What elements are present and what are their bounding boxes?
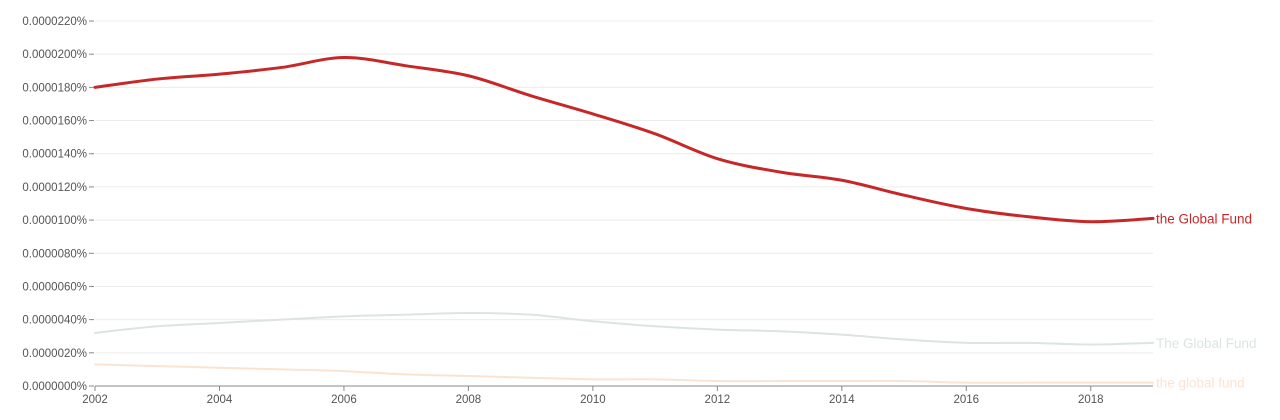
y-tick-label: 0.0000080% — [22, 248, 87, 260]
series-line-the-global-fund-0[interactable] — [93, 55, 1155, 224]
y-tick-label: 0.0000040% — [22, 315, 87, 327]
y-tick-label: 0.0000060% — [22, 281, 87, 293]
grid-layer — [95, 20, 1153, 387]
axis-layer: 0.0000000% 0.0000020% 0.0000040% 0.0000060%… — [22, 16, 1103, 406]
y-tick-label: 0.0000000% — [22, 381, 87, 393]
y-tick-label: 0.0000220% — [22, 16, 87, 28]
series-label-the-global-fund-0[interactable]: the Global Fund — [1156, 211, 1252, 226]
y-tick-label: 0.0000160% — [22, 116, 87, 128]
x-tick-label: 2016 — [953, 394, 979, 406]
y-tick-label: 0.0000200% — [22, 49, 87, 61]
series-line-the-global-fund-1[interactable] — [94, 312, 1154, 346]
y-tick-label: 0.0000140% — [22, 149, 87, 161]
x-tick-label: 2002 — [82, 394, 108, 406]
x-tick-label: 2014 — [829, 394, 855, 406]
series-label-layer: the global fund The Global Fund the Global… — [1156, 211, 1257, 390]
x-tick-label: 2010 — [580, 394, 606, 406]
y-tick-label: 0.0000180% — [22, 82, 87, 94]
series-line-the-global-fund-2[interactable] — [94, 363, 1154, 384]
x-tick-label: 2008 — [456, 394, 482, 406]
x-tick-label: 2012 — [705, 394, 731, 406]
x-tick-label: 2004 — [207, 394, 233, 406]
y-tick-label: 0.0000120% — [22, 182, 87, 194]
series-label-the-global-fund-1[interactable]: The Global Fund — [1156, 336, 1257, 351]
series-layer — [93, 55, 1155, 384]
x-tick-label: 2018 — [1078, 394, 1104, 406]
y-tick-label: 0.0000100% — [22, 215, 87, 227]
x-tick-label: 2006 — [331, 394, 357, 406]
y-tick-label: 0.0000020% — [22, 348, 87, 360]
series-label-the-global-fund-2[interactable]: the global fund — [1156, 376, 1245, 391]
